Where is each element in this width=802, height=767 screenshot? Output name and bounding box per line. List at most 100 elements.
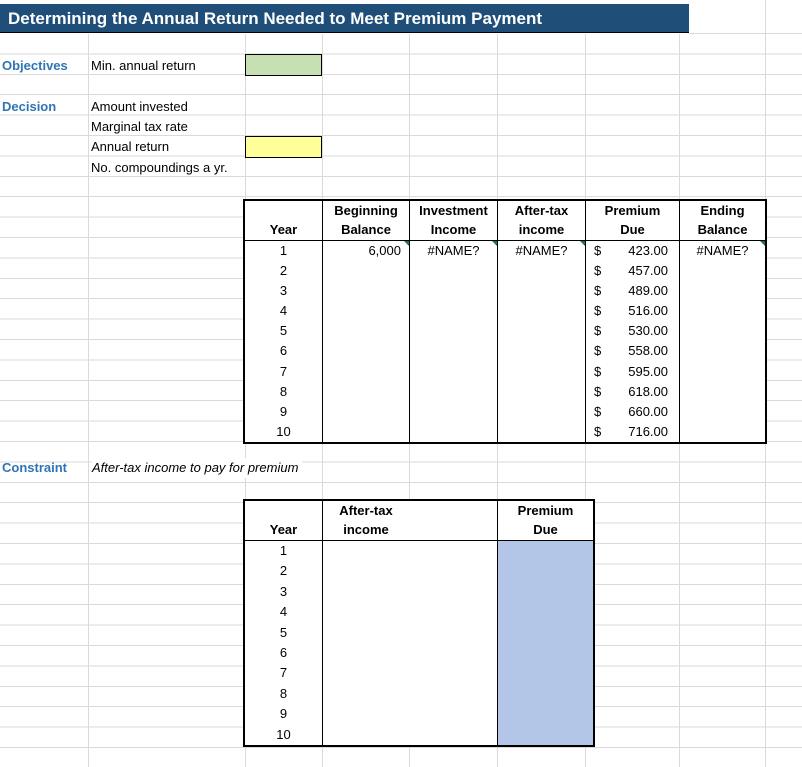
cell xyxy=(409,643,497,663)
premium-amount: 716.00 xyxy=(628,423,668,439)
after-tax-income-cell xyxy=(322,663,409,684)
cell xyxy=(409,261,497,282)
year-cell: 6 xyxy=(279,343,288,359)
table-row: 9 $660.00 xyxy=(245,401,765,422)
premium-due-input-cell[interactable] xyxy=(497,622,593,643)
cell xyxy=(409,361,497,382)
currency-symbol: $ xyxy=(594,323,602,339)
decision-section-label: Decision xyxy=(2,99,57,114)
ending-balance-header: Ending Balance xyxy=(679,201,765,240)
year-cell: 2 xyxy=(279,263,288,279)
cell xyxy=(679,381,765,402)
currency-symbol: $ xyxy=(594,423,602,439)
cell xyxy=(679,261,765,282)
currency-symbol: $ xyxy=(594,363,602,379)
ending-balance-cell: #NAME? xyxy=(679,241,765,262)
min-annual-return-input-cell[interactable] xyxy=(245,54,322,76)
beginning-balance-cell: 6,000 xyxy=(322,241,409,262)
premium-due-input-cell[interactable] xyxy=(497,561,593,582)
year-cell: 7 xyxy=(279,363,288,379)
year-cell: 9 xyxy=(279,403,288,419)
table-header-row: Year Beginning Balance Investment Income A… xyxy=(245,201,765,241)
currency-symbol: $ xyxy=(594,263,602,279)
premium-amount: 595.00 xyxy=(628,363,668,379)
premium-schedule-table: Year Beginning Balance Investment Income A… xyxy=(243,199,767,444)
cell xyxy=(679,361,765,382)
after-tax-income-cell xyxy=(322,683,409,705)
annual-return-input-cell[interactable] xyxy=(245,136,322,158)
page-title: Determining the Annual Return Needed to … xyxy=(8,9,543,28)
gridline xyxy=(765,0,766,34)
premium-amount: 530.00 xyxy=(628,323,668,339)
year-cell: 9 xyxy=(279,706,288,722)
table-row: 6 $558.00 xyxy=(245,341,765,362)
cell xyxy=(409,725,497,745)
cell xyxy=(679,321,765,342)
objectives-section-label: Objectives xyxy=(2,58,68,73)
year-cell: 5 xyxy=(279,624,288,640)
cell xyxy=(322,381,409,402)
marginal-tax-rate-label: Marginal tax rate xyxy=(91,119,188,134)
premium-due-cell: $595.00 xyxy=(585,361,679,382)
cell xyxy=(497,421,585,442)
table-row: 5 $530.00 xyxy=(245,321,765,342)
premium-due-input-cell[interactable] xyxy=(497,541,593,562)
cell xyxy=(322,281,409,302)
year-header: Year xyxy=(269,522,298,537)
cell xyxy=(322,341,409,362)
currency-symbol: $ xyxy=(594,283,602,299)
premium-due-cell: $516.00 xyxy=(585,301,679,322)
cell xyxy=(322,261,409,282)
premium-due-input-cell[interactable] xyxy=(497,581,593,603)
premium-due-cell: $558.00 xyxy=(585,341,679,362)
after-tax-income-header: After-tax income xyxy=(322,501,409,540)
currency-symbol: $ xyxy=(594,403,602,419)
cell xyxy=(322,321,409,342)
after-tax-income-cell xyxy=(322,561,409,582)
year-cell: 3 xyxy=(279,583,288,599)
formula-error-marker-icon xyxy=(404,241,409,246)
table-row: 1 6,000 #NAME? #NAME? $423.00 #NAME? xyxy=(245,241,765,262)
cell xyxy=(409,582,497,602)
cell xyxy=(679,341,765,362)
year-cell: 1 xyxy=(279,243,288,258)
formula-error-marker-icon xyxy=(580,241,585,246)
premium-due-input-cell[interactable] xyxy=(497,683,593,705)
premium-amount: 489.00 xyxy=(628,283,668,299)
premium-due-input-cell[interactable] xyxy=(497,642,593,664)
year-cell: 2 xyxy=(279,563,288,579)
cell xyxy=(322,421,409,442)
premium-due-input-cell[interactable] xyxy=(497,724,593,745)
table-row: 6 xyxy=(245,642,593,664)
formula-error-marker-icon xyxy=(492,241,497,246)
cell xyxy=(679,421,765,442)
table-row: 8 $618.00 xyxy=(245,381,765,402)
premium-due-cell: $716.00 xyxy=(585,421,679,442)
premium-due-input-cell[interactable] xyxy=(497,602,593,623)
constraint-section-label: Constraint xyxy=(2,460,67,475)
year-cell: 8 xyxy=(279,383,288,399)
premium-due-input-cell[interactable] xyxy=(497,663,593,684)
year-cell: 3 xyxy=(279,283,288,299)
cell xyxy=(409,541,497,561)
after-tax-income-cell xyxy=(322,622,409,643)
cell xyxy=(322,401,409,422)
cell xyxy=(409,381,497,402)
cell xyxy=(497,401,585,422)
year-cell: 5 xyxy=(279,323,288,339)
after-tax-income-cell: #NAME? xyxy=(497,241,585,262)
cell xyxy=(409,602,497,622)
gridline xyxy=(689,33,802,34)
table-row: 5 xyxy=(245,622,593,643)
cell xyxy=(497,281,585,302)
currency-symbol: $ xyxy=(594,243,602,258)
table-row: 4 xyxy=(245,602,593,623)
year-cell: 10 xyxy=(276,726,291,742)
min-annual-return-label: Min. annual return xyxy=(91,58,196,73)
table-row: 1 xyxy=(245,541,593,562)
formula-error-marker-icon xyxy=(760,241,765,246)
table-header-row: Year After-tax income Premium Due xyxy=(245,501,593,541)
premium-due-input-cell[interactable] xyxy=(497,704,593,725)
premium-amount: 660.00 xyxy=(628,403,668,419)
premium-due-cell: $457.00 xyxy=(585,261,679,282)
